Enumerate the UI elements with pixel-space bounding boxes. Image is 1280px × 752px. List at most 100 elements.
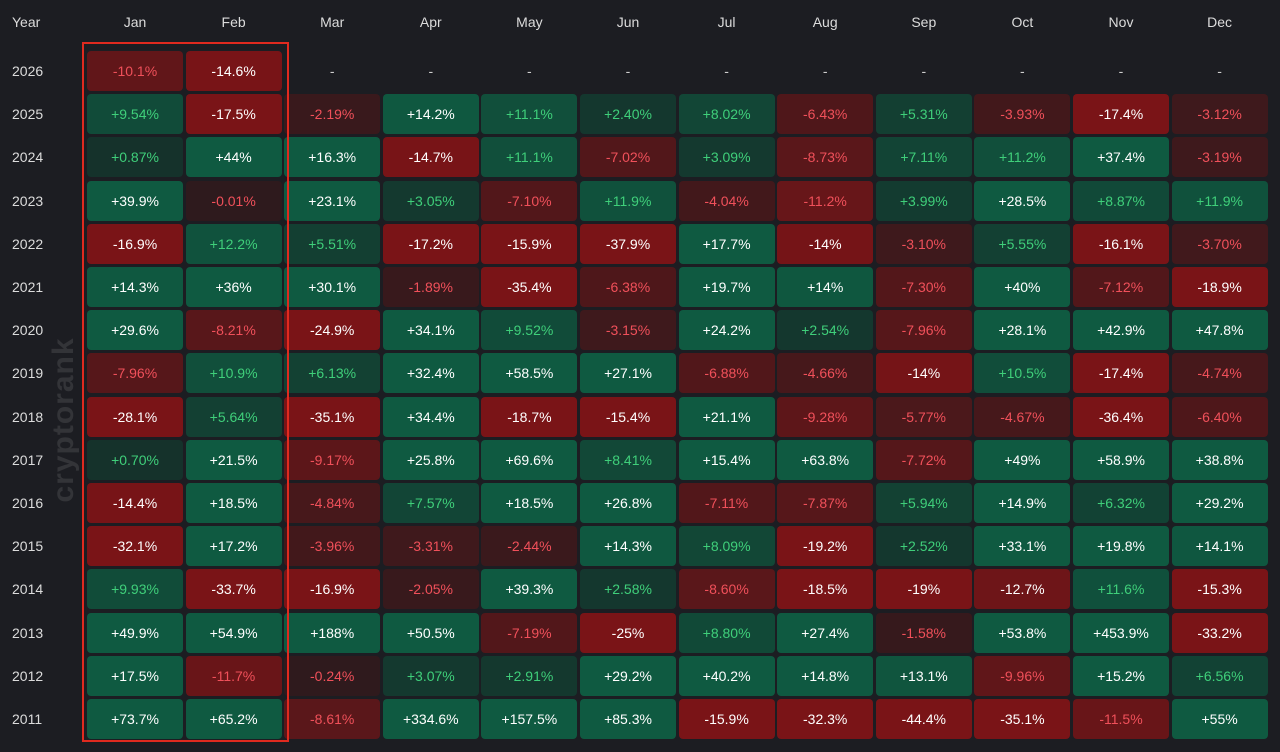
cell-2026-apr: -	[428, 63, 434, 79]
cell-2014-jul: -8.60%	[678, 569, 775, 610]
cell-2024-mar: +16.3%	[284, 137, 381, 178]
cell-2025-nov: -17.4%	[1073, 94, 1169, 135]
cell-2025-feb: -17.5%	[185, 94, 282, 135]
cell-2020-jul: +24.2%	[678, 310, 775, 351]
cell-2020-jun: -3.15%	[580, 310, 676, 351]
cell-2016-nov: +6.32%	[1073, 483, 1169, 523]
cell-2018-nov: -36.4%	[1073, 396, 1169, 437]
cell-2015-may: -2.44%	[481, 526, 578, 567]
cell-2011-jan: +73.7%	[87, 699, 183, 739]
cell-2025-apr: +14.2%	[382, 94, 479, 135]
cell-2018-jan: -28.1%	[87, 396, 183, 437]
cell-2016-jan: -14.4%	[87, 483, 183, 523]
cell-2025-oct: -3.93%	[974, 94, 1071, 135]
cell-2018-dec: -6.40%	[1171, 396, 1268, 437]
cell-2011-sep: -44.4%	[875, 699, 972, 739]
cell-2013-oct: +53.8%	[974, 612, 1071, 653]
cell-2024-nov: +37.4%	[1073, 137, 1169, 178]
cell-2019-jun: +27.1%	[580, 353, 676, 394]
cell-2017-dec: +38.8%	[1171, 439, 1268, 480]
cell-2011-oct: -35.1%	[974, 699, 1071, 739]
cell-2013-dec: -33.2%	[1171, 612, 1268, 653]
cell-2011-feb: +65.2%	[185, 699, 282, 739]
cell-2018-apr: +34.4%	[382, 396, 479, 437]
cell-2021-jul: +19.7%	[678, 267, 775, 307]
cell-2017-mar: -9.17%	[284, 439, 381, 480]
month-header-sep: Sep	[911, 14, 937, 30]
year-label-2024: 2024	[12, 149, 44, 166]
cell-2011-aug: -32.3%	[777, 699, 874, 739]
cell-2016-jul: -7.11%	[678, 483, 775, 523]
cell-2015-feb: +17.2%	[185, 526, 282, 567]
cell-2025-mar: -2.19%	[284, 94, 381, 135]
cell-2023-jun: +11.9%	[580, 180, 676, 221]
cell-2024-oct: +11.2%	[974, 137, 1071, 178]
cell-2015-jun: +14.3%	[580, 526, 676, 567]
year-label-2014: 2014	[12, 581, 44, 598]
cell-2016-sep: +5.94%	[875, 483, 972, 523]
cell-2022-feb: +12.2%	[185, 223, 282, 264]
cell-2021-apr: -1.89%	[382, 267, 479, 307]
month-header-jan: Jan	[123, 14, 147, 30]
cell-2015-jan: -32.1%	[87, 526, 183, 567]
cell-2023-aug: -11.2%	[777, 180, 874, 221]
cell-2022-dec: -3.70%	[1171, 223, 1268, 264]
cell-2024-aug: -8.73%	[777, 137, 874, 178]
cell-2011-mar: -8.61%	[284, 699, 381, 739]
month-header-jun: Jun	[616, 14, 640, 30]
cell-2011-nov: -11.5%	[1073, 699, 1169, 739]
cell-2022-nov: -16.1%	[1073, 223, 1169, 264]
cell-2012-jul: +40.2%	[678, 655, 775, 696]
cell-2026-dec: -	[1217, 63, 1222, 79]
cell-2023-jul: -4.04%	[678, 180, 775, 221]
cell-2020-mar: -24.9%	[284, 310, 381, 351]
cell-2015-nov: +19.8%	[1073, 526, 1169, 567]
cell-2021-feb: +36%	[185, 267, 282, 307]
cell-2026-feb: -14.6%	[185, 51, 282, 91]
cell-2018-jul: +21.1%	[678, 396, 775, 437]
cell-2015-sep: +2.52%	[875, 526, 972, 567]
cell-2016-feb: +18.5%	[185, 483, 282, 523]
cell-2017-jun: +8.41%	[580, 439, 676, 480]
year-label-2012: 2012	[12, 667, 44, 684]
cell-2021-sep: -7.30%	[875, 267, 972, 307]
cell-2025-sep: +5.31%	[875, 94, 972, 135]
cell-2018-oct: -4.67%	[974, 396, 1071, 437]
cell-2012-jan: +17.5%	[87, 655, 183, 696]
cell-2012-apr: +3.07%	[382, 655, 479, 696]
cell-2016-jun: +26.8%	[580, 483, 676, 523]
year-label-2026: 2026	[12, 63, 44, 79]
cell-2014-feb: -33.7%	[185, 569, 282, 610]
cell-2012-nov: +15.2%	[1073, 655, 1169, 696]
cell-2023-sep: +3.99%	[875, 180, 972, 221]
cell-2015-mar: -3.96%	[284, 526, 381, 567]
cell-2026-oct: -	[1020, 63, 1025, 79]
cell-2023-apr: +3.05%	[382, 180, 479, 221]
cell-2012-dec: +6.56%	[1171, 655, 1268, 696]
cell-2024-jun: -7.02%	[580, 137, 676, 178]
cell-2023-may: -7.10%	[481, 180, 578, 221]
cell-2021-may: -35.4%	[481, 267, 578, 307]
cell-2024-may: +11.1%	[481, 137, 578, 178]
month-header-apr: Apr	[419, 14, 442, 30]
cell-2026-jan: -10.1%	[87, 51, 183, 91]
cell-2024-sep: +7.11%	[875, 137, 972, 178]
cell-2014-jun: +2.58%	[580, 569, 676, 610]
cell-2022-aug: -14%	[777, 223, 874, 264]
cell-2016-apr: +7.57%	[382, 483, 479, 523]
cell-2014-mar: -16.9%	[284, 569, 381, 610]
cell-2017-jan: +0.70%	[87, 439, 183, 480]
cell-2019-jul: -6.88%	[678, 353, 775, 394]
month-header-jul: Jul	[717, 14, 736, 30]
cell-2013-may: -7.19%	[481, 612, 578, 653]
cell-2018-may: -18.7%	[481, 396, 578, 437]
cell-2018-jun: -15.4%	[580, 396, 676, 437]
cell-2013-jan: +49.9%	[87, 612, 183, 653]
cell-2025-aug: -6.43%	[777, 94, 874, 135]
cell-2022-jul: +17.7%	[678, 223, 775, 264]
cell-2025-may: +11.1%	[481, 94, 578, 135]
cell-2019-jan: -7.96%	[87, 353, 183, 394]
cell-2025-jan: +9.54%	[87, 94, 183, 135]
month-header-nov: Nov	[1108, 14, 1134, 30]
year-label-2023: 2023	[12, 192, 44, 209]
